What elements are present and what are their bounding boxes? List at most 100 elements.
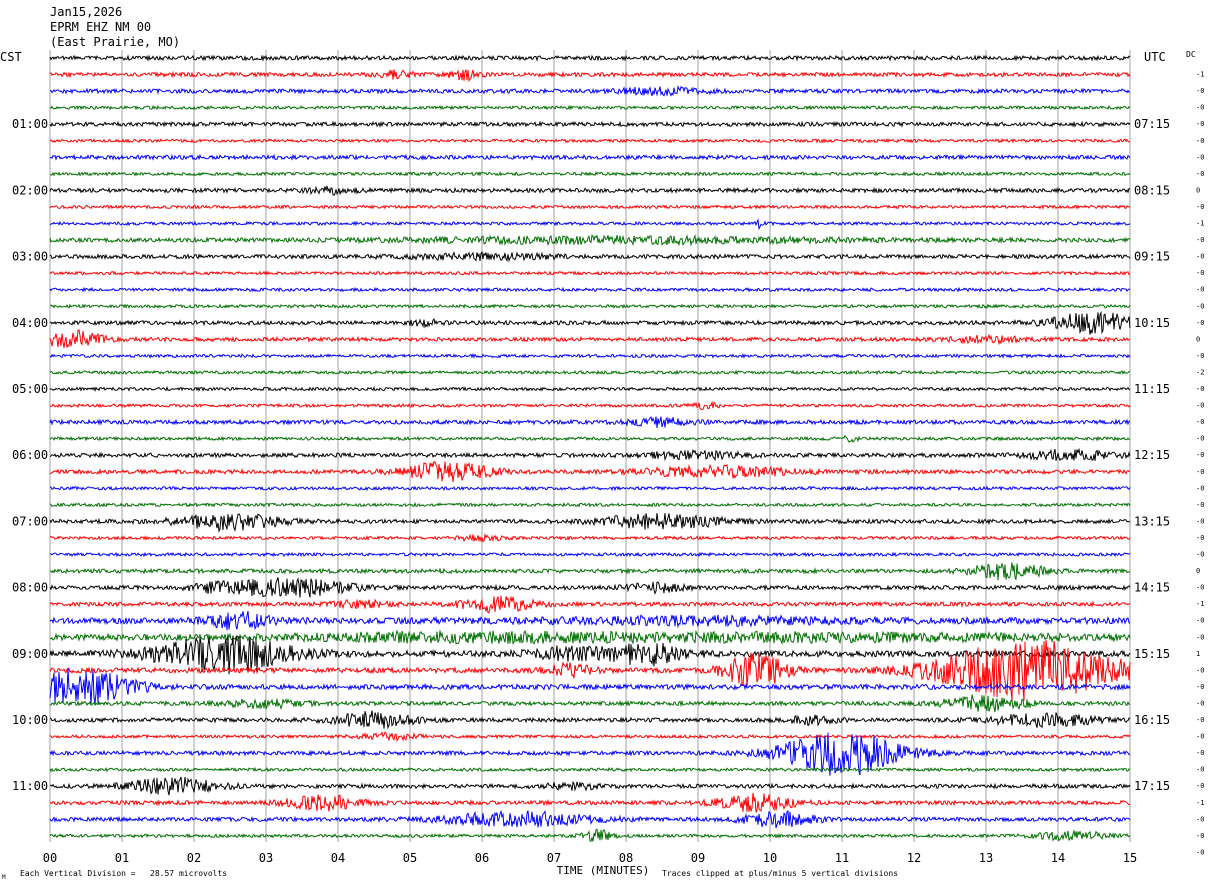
dc-offset-label: -0 (1196, 286, 1204, 294)
seismic-trace-23 (49, 434, 1131, 443)
seismic-trace-12 (49, 250, 1131, 263)
utc-hour-label: 07:15 (1134, 117, 1170, 131)
x-tick-label: 06 (475, 851, 489, 865)
utc-hour-label: 11:15 (1134, 382, 1170, 396)
dc-offset-label: -0 (1196, 633, 1204, 641)
cst-hour-label: 02:00 (12, 183, 48, 197)
x-tick-label: 05 (403, 851, 417, 865)
utc-hour-label: 12:15 (1134, 448, 1170, 462)
dc-offset-label: -1 (1196, 220, 1204, 228)
cst-hour-label: 08:00 (12, 581, 48, 595)
dc-offset-label: -1 (1196, 600, 1204, 608)
dc-offset-label: -0 (1196, 848, 1204, 856)
dc-offset-label: -2 (1196, 368, 1204, 376)
seismic-trace-37 (49, 639, 1131, 701)
seismic-trace-11 (49, 233, 1131, 247)
dc-offset-label: -0 (1196, 253, 1204, 261)
dc-offset-label: 0 (1196, 335, 1200, 343)
seismic-trace-41 (49, 731, 1131, 742)
seismic-trace-31 (49, 562, 1131, 581)
dc-offset-label: 1 (1196, 650, 1200, 658)
seismic-trace-13 (49, 270, 1131, 277)
clip-note: Traces clipped at plus/minus 5 vertical … (662, 869, 898, 878)
dc-offset-label: -0 (1196, 534, 1204, 542)
seismic-trace-28 (49, 512, 1131, 533)
dc-offset-label: -0 (1196, 733, 1204, 741)
seismic-trace-33 (49, 595, 1131, 614)
seismic-trace-21 (49, 400, 1131, 411)
seismic-trace-44 (50, 776, 1131, 796)
dc-offset-label: -0 (1196, 137, 1204, 145)
x-tick-label: 00 (43, 851, 57, 865)
x-tick-label: 02 (187, 851, 201, 865)
x-tick-label: 14 (1051, 851, 1065, 865)
dc-offset-label: -0 (1196, 815, 1204, 823)
x-tick-label: 08 (619, 851, 633, 865)
seismic-trace-10 (49, 218, 1131, 231)
seismic-trace-42 (49, 732, 1131, 776)
x-tick-label: 15 (1123, 851, 1137, 865)
dc-offset-label: -0 (1196, 451, 1204, 459)
dc-offset-label: -0 (1196, 484, 1204, 492)
x-axis-label: TIME (MINUTES) (557, 864, 650, 877)
cst-hour-label: 09:00 (12, 647, 48, 661)
utc-hour-label: 09:15 (1134, 250, 1170, 264)
seismic-trace-46 (49, 809, 1131, 829)
dc-offset-label: -0 (1196, 683, 1204, 691)
seismic-trace-9 (49, 204, 1131, 210)
seismic-trace-39 (49, 694, 1131, 713)
dc-offset-label: -0 (1196, 617, 1204, 625)
cst-hour-labels: 01:00 02:00 03:00 04:00 05:00 06:00 07:00 08:00… (12, 117, 48, 793)
dc-offset-label: -0 (1196, 120, 1204, 128)
seismic-trace-8 (49, 185, 1131, 196)
x-tick-label: 10 (763, 851, 777, 865)
seismic-trace-40 (49, 710, 1131, 730)
seismic-traces (49, 54, 1131, 842)
seismic-trace-36 (49, 635, 1131, 675)
scale-note: Each Vertical Division = 28.57 microvolt… (20, 869, 227, 878)
dc-offset-label: -0 (1196, 716, 1204, 724)
dc-offset-label: -0 (1196, 584, 1204, 592)
dc-offset-label: -0 (1196, 551, 1204, 559)
dc-offset-label: -0 (1196, 87, 1204, 95)
seismic-trace-18 (49, 352, 1131, 359)
dc-offset-label: -0 (1196, 517, 1204, 525)
cst-hour-label: 11:00 (12, 779, 48, 793)
dc-offset-label: -0 (1196, 153, 1204, 161)
utc-hour-label: 14:15 (1134, 581, 1170, 595)
cst-hour-label: 06:00 (12, 448, 48, 462)
seismic-trace-3 (49, 104, 1131, 111)
station-label: EPRM EHZ NM 00 (50, 20, 151, 34)
dc-offset-label: -0 (1196, 402, 1204, 410)
dc-offset-label: -0 (1196, 766, 1204, 774)
dc-offset-label: 0 (1196, 186, 1200, 194)
seismic-trace-29 (49, 532, 1131, 543)
seismic-trace-35 (49, 629, 1131, 646)
dc-header-label: DC (1186, 50, 1196, 59)
corner-mark: M (2, 874, 6, 881)
seismic-trace-6 (49, 153, 1131, 161)
dc-offset-label: -0 (1196, 170, 1204, 178)
seismic-trace-34 (49, 610, 1131, 631)
dc-offset-label: -0 (1196, 104, 1204, 112)
dc-offset-labels: -1 -0 -0 -0 -0 -0 -0 0 -0 -1 -0 -0 -0 -0 -0 -0 0 -0 -2 -0 -0… (1196, 71, 1204, 857)
utc-hour-label: 08:15 (1134, 183, 1170, 197)
utc-hour-label: 13:15 (1134, 514, 1170, 528)
utc-hour-label: 16:15 (1134, 713, 1170, 727)
seismic-trace-16 (50, 310, 1131, 335)
cst-hour-label: 03:00 (12, 250, 48, 264)
dc-offset-label: -1 (1196, 799, 1204, 807)
dc-offset-label: -0 (1196, 666, 1204, 674)
dc-offset-label: -0 (1196, 203, 1204, 211)
seismic-trace-20 (49, 386, 1131, 392)
dc-offset-label: -0 (1196, 749, 1204, 757)
location-label: (East Prairie, MO) (50, 35, 180, 49)
seismic-trace-22 (49, 416, 1131, 428)
dc-offset-label: -0 (1196, 269, 1204, 277)
seismic-trace-24 (49, 447, 1131, 462)
seismic-trace-43 (49, 766, 1131, 773)
x-tick-label: 09 (691, 851, 705, 865)
x-tick-label: 03 (259, 851, 273, 865)
date-label: Jan15,2026 (50, 5, 122, 19)
x-tick-label: 11 (835, 851, 849, 865)
